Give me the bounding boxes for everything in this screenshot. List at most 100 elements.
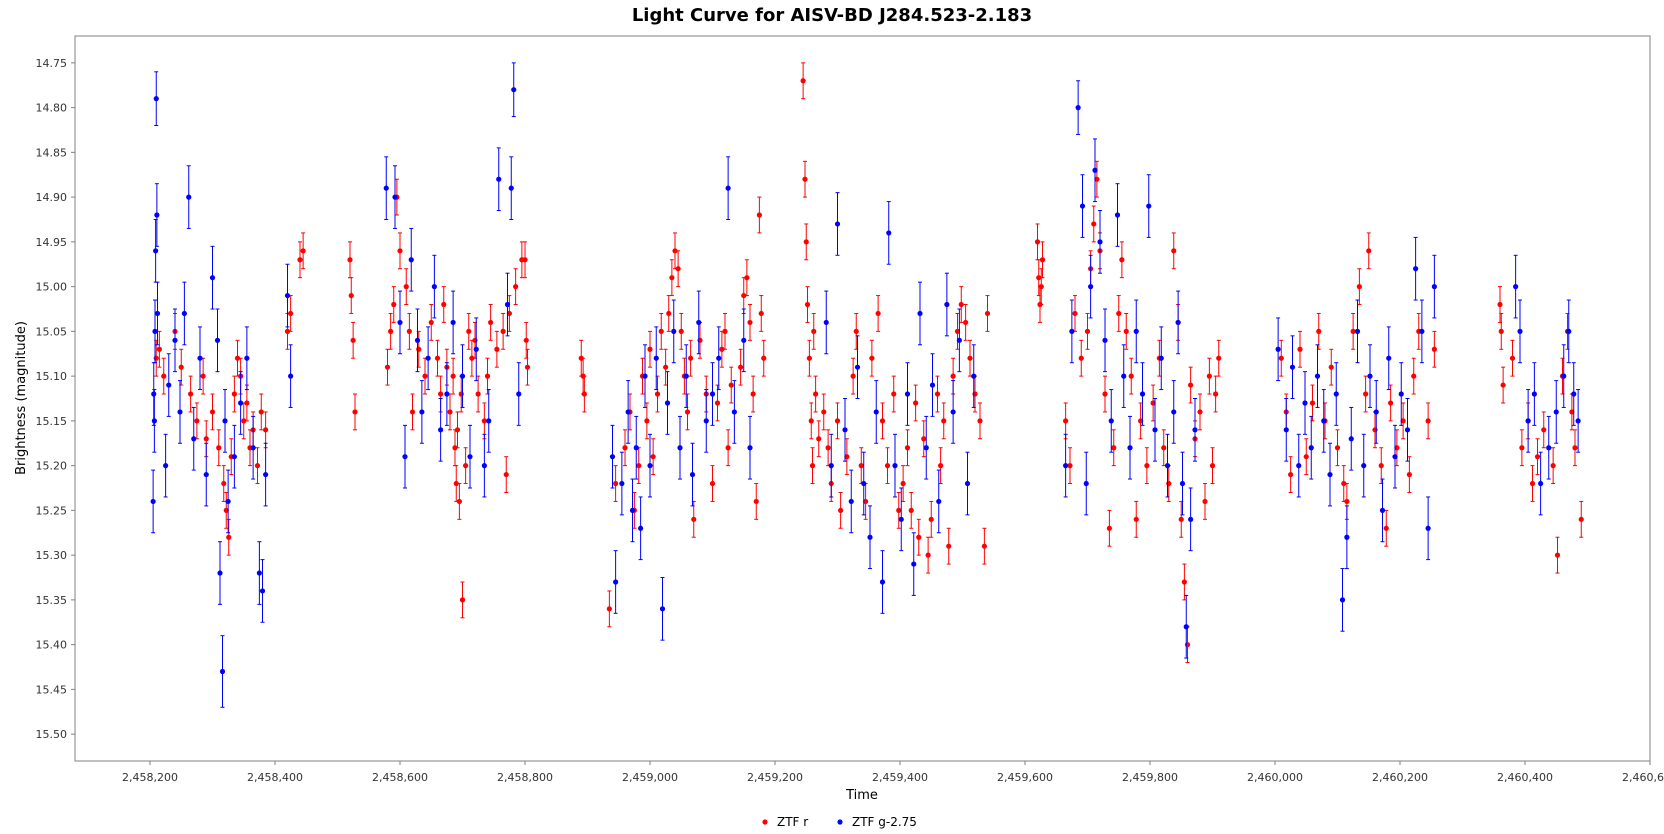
data-point [613,480,619,487]
data-point [1308,445,1314,451]
data-point [669,275,675,281]
y-tick-label: 15.45 [36,683,68,696]
data-point [392,194,398,200]
data-point [663,364,669,370]
data-point [1075,105,1081,111]
data-point [203,436,209,442]
data-point [197,355,203,361]
data-point [709,391,716,397]
data-point [153,96,159,102]
data-point [1519,445,1525,451]
data-point [644,418,650,424]
data-point [388,328,394,334]
data-point [642,373,648,379]
x-tick-label: 2,459,000 [622,771,678,784]
data-point [383,185,389,191]
data-point [1164,463,1171,469]
data-point [844,454,850,460]
data-point [731,409,737,415]
data-point [1296,463,1302,469]
data-point [967,355,973,361]
data-point [1094,176,1100,182]
data-point [867,534,873,540]
data-point [741,292,747,299]
data-point [677,445,683,451]
data-point [200,373,206,379]
data-point [1102,391,1108,397]
x-axis-label: Time [845,788,878,803]
data-point [898,516,904,522]
data-point [619,480,625,487]
data-point [1398,391,1404,397]
data-point [873,409,879,415]
data-point [191,436,197,442]
data-point [522,257,528,263]
data-point [964,480,971,487]
data-point [984,310,991,317]
data-point [1114,212,1121,218]
data-point [958,301,964,308]
data-point [613,579,619,585]
y-tick-label: 14.90 [36,191,68,204]
data-point [1150,400,1156,406]
data-point [422,373,428,379]
data-point [1192,427,1198,433]
y-tick-label: 15.50 [36,728,68,741]
data-point [1106,525,1112,531]
data-point [675,266,681,272]
data-point [1184,642,1191,648]
data-point [1088,284,1094,290]
legend-marker-0 [762,819,768,825]
x-tick-label: 2,460,60 [1622,771,1664,784]
data-point [226,534,232,540]
data-point [384,364,391,370]
data-point [928,516,934,522]
data-point [416,346,422,352]
data-point [1378,463,1384,469]
data-point [664,400,671,406]
data-point [1419,328,1425,334]
data-point [650,454,656,460]
data-point [1538,480,1544,487]
data-point [744,275,750,281]
x-tick-label: 2,459,600 [997,771,1053,784]
data-point [348,292,354,299]
data-point [1097,239,1103,245]
data-point [1531,391,1537,397]
y-tick-label: 15.30 [36,549,68,562]
data-point [496,176,502,182]
data-point [904,391,911,397]
data-point [397,248,403,254]
data-point [714,400,721,406]
data-point [875,310,881,317]
data-point [403,284,409,290]
data-point [761,355,767,361]
data-point [858,463,864,469]
data-point [802,176,808,182]
data-point [869,355,875,361]
data-point [1394,445,1400,451]
data-point [904,445,911,451]
data-point [638,525,644,531]
data-point [689,471,696,478]
data-point [684,409,691,415]
data-point [725,185,731,191]
data-point [1541,427,1547,433]
data-point [941,418,947,424]
data-point [756,212,762,218]
data-point [1111,445,1117,451]
data-point [1063,463,1069,469]
data-point [950,373,956,379]
data-point [936,498,942,505]
y-tick-label: 15.15 [36,415,68,428]
data-point [811,328,817,334]
data-point [1344,498,1350,505]
data-point [259,588,266,594]
data-point [156,346,162,352]
data-point [391,301,397,308]
data-point [1344,534,1350,540]
data-point [1517,328,1523,334]
data-point [1188,516,1194,522]
data-point [486,418,492,424]
data-point [488,319,494,326]
